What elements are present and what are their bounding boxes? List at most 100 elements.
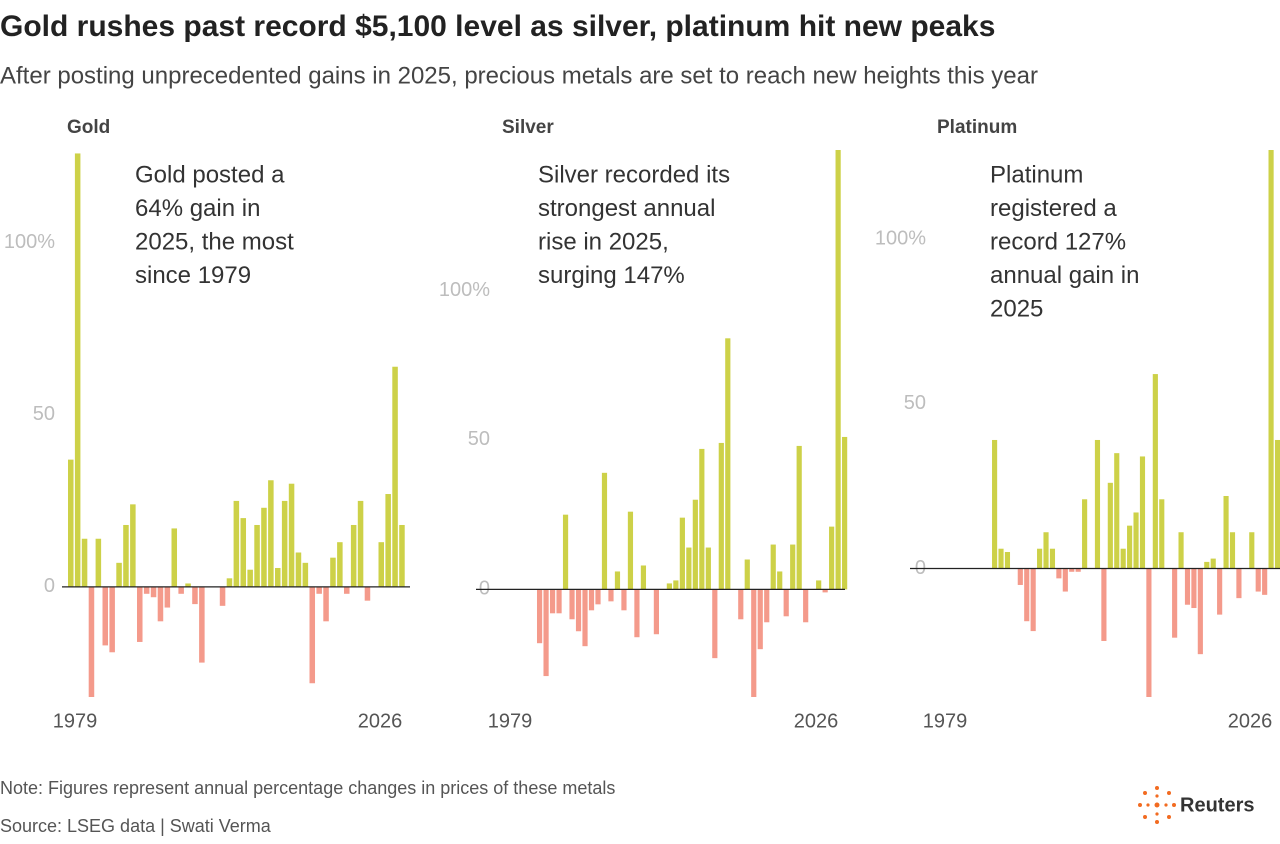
bar: [588, 589, 595, 611]
y-tick-label: 50: [468, 428, 490, 450]
x-tick-label: 2026: [1228, 710, 1273, 732]
bar: [1094, 439, 1101, 569]
panel-title: Silver: [502, 117, 554, 138]
brand-logo: [1138, 786, 1176, 824]
brand: Reuters: [1180, 794, 1254, 816]
bar: [1249, 532, 1255, 569]
bar: [1146, 568, 1152, 697]
bar: [1107, 482, 1113, 569]
chart-subtitle: After posting unprecedented gains in 202…: [0, 62, 1038, 89]
bar: [790, 544, 796, 590]
bar: [543, 589, 549, 677]
bar: [757, 589, 763, 650]
annotation: rise in 2025,: [538, 228, 669, 255]
bar: [295, 552, 302, 587]
annotation: annual gain in: [990, 262, 1139, 289]
bar: [601, 472, 608, 590]
bar: [1114, 453, 1120, 569]
bar: [1062, 568, 1068, 592]
bar: [323, 586, 329, 622]
bar: [582, 589, 588, 647]
bar: [74, 153, 81, 587]
bar: [1210, 558, 1216, 569]
annotation: 2025, the most: [135, 228, 294, 255]
bar: [288, 483, 295, 587]
bar: [1229, 532, 1236, 569]
annotation: record 127%: [990, 228, 1126, 255]
panel-title: Gold: [67, 117, 110, 138]
bar: [344, 586, 350, 594]
bar: [137, 586, 143, 642]
bar: [1017, 568, 1023, 585]
bar: [1049, 548, 1056, 569]
bar: [95, 538, 102, 587]
bar: [1037, 548, 1043, 569]
y-tick-label: 100%: [4, 231, 55, 253]
bar: [1056, 568, 1062, 579]
x-tick-label: 2026: [358, 710, 403, 732]
bar: [109, 586, 115, 653]
bar: [575, 589, 582, 632]
bar: [123, 524, 129, 587]
bar: [816, 580, 822, 590]
bar: [777, 571, 783, 590]
bar: [219, 586, 226, 606]
bar: [102, 586, 109, 646]
bar: [1255, 568, 1261, 592]
bar: [569, 589, 575, 620]
bar: [835, 150, 841, 590]
bar: [275, 567, 281, 587]
bar: [699, 448, 705, 590]
bar: [679, 517, 685, 590]
bar: [178, 586, 184, 594]
bar: [309, 586, 316, 684]
bar: [822, 589, 828, 593]
bar: [1082, 499, 1088, 569]
bar: [829, 526, 835, 590]
source: Source: LSEG data | Swati Verma: [0, 816, 272, 836]
bar: [692, 499, 698, 590]
bar: [1120, 548, 1126, 569]
bar: [399, 524, 405, 587]
bar: [1262, 568, 1268, 595]
bar: [337, 542, 343, 587]
bar: [1204, 561, 1210, 569]
bar: [556, 589, 562, 614]
bar: [653, 589, 660, 635]
bar: [116, 562, 122, 587]
bar: [281, 500, 288, 587]
bar: [171, 528, 178, 587]
bar: [1024, 568, 1030, 622]
annotation: strongest annual: [538, 195, 715, 222]
bar: [261, 507, 267, 587]
bar: [157, 586, 164, 622]
bar: [738, 589, 744, 620]
bar: [536, 589, 543, 644]
bar: [608, 589, 614, 602]
bar: [378, 542, 385, 587]
bar: [254, 524, 260, 587]
bar: [744, 559, 750, 590]
y-tick-label: 50: [33, 403, 55, 425]
bar: [595, 589, 601, 605]
x-tick-label: 1979: [53, 710, 98, 732]
bar: [1043, 532, 1049, 569]
bar: [640, 565, 647, 590]
bar: [350, 524, 357, 587]
y-tick-label: 50: [904, 392, 926, 414]
bar: [549, 589, 556, 614]
bar: [1172, 568, 1178, 638]
bar: [998, 548, 1004, 569]
bar: [634, 589, 640, 638]
bar: [199, 586, 205, 663]
annotation: Platinum: [990, 161, 1083, 188]
x-tick-label: 1979: [923, 710, 968, 732]
bar: [247, 569, 253, 587]
bar: [1004, 552, 1011, 569]
note: Note: Figures represent annual percentag…: [0, 778, 615, 798]
bar: [150, 586, 157, 598]
annotation: registered a: [990, 195, 1117, 222]
bar: [1159, 499, 1165, 569]
